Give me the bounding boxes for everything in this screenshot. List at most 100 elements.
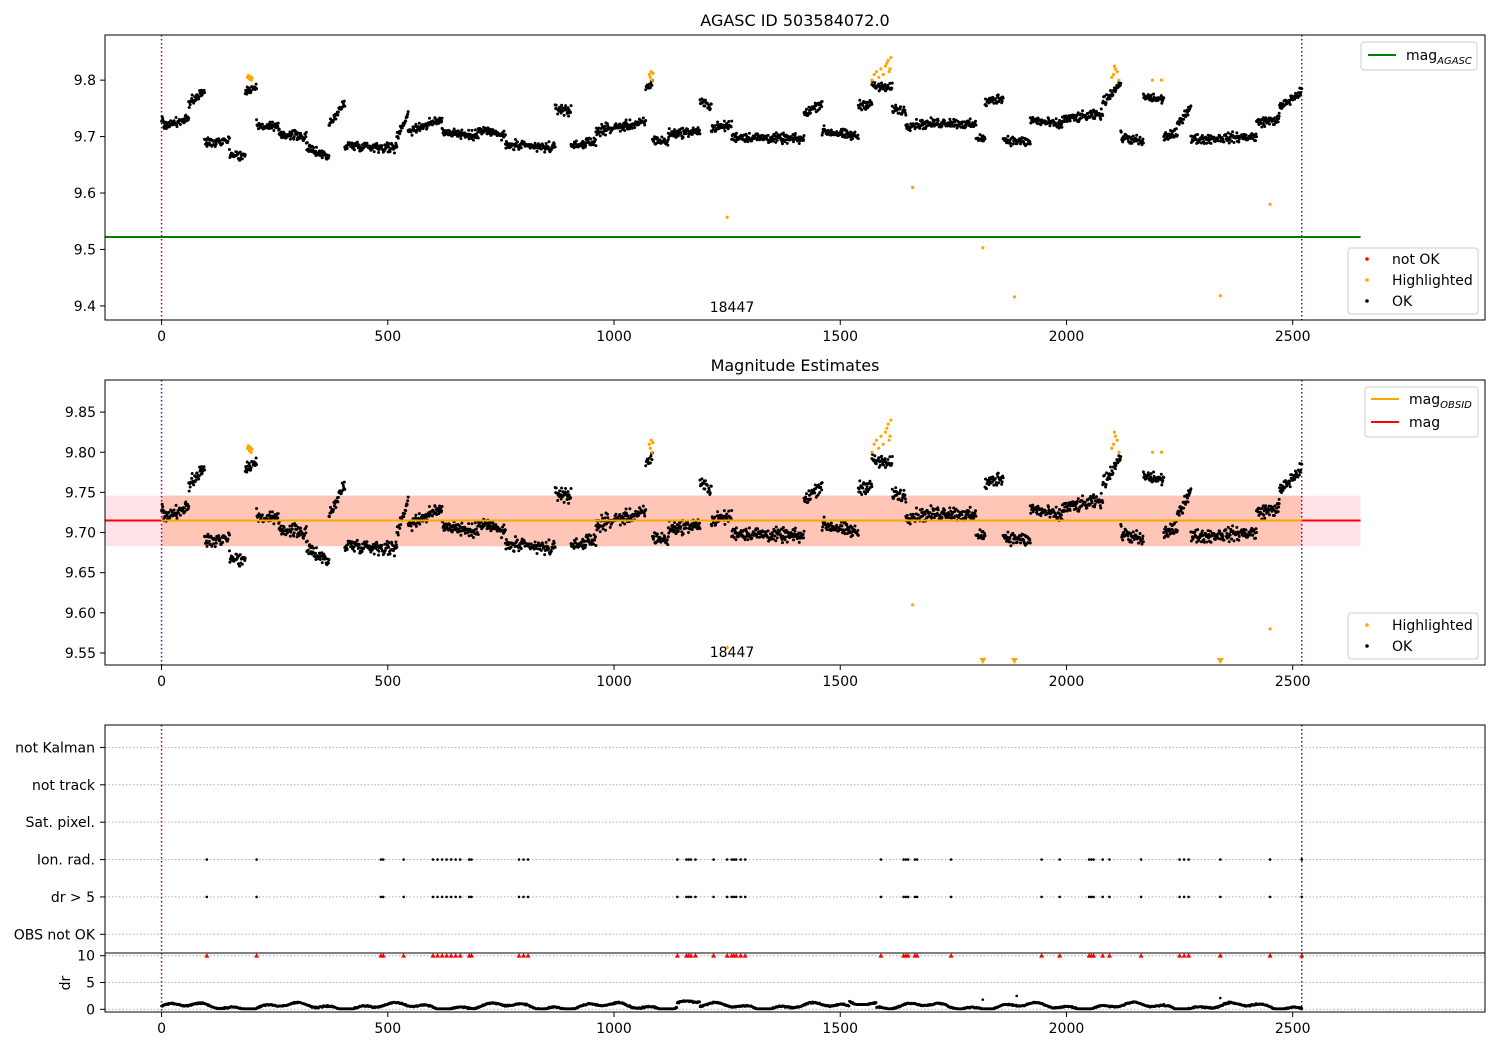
ok-point: [184, 500, 188, 504]
ok-point: [916, 122, 920, 126]
ok-point: [1288, 102, 1292, 106]
ok-point: [584, 543, 588, 547]
ok-point: [843, 135, 847, 139]
ok-point: [1056, 515, 1060, 519]
ok-point: [698, 132, 702, 136]
ok-point: [267, 513, 271, 517]
ok-point: [1167, 527, 1171, 531]
ok-point: [403, 512, 407, 516]
ok-point: [313, 555, 317, 559]
ok-point: [880, 454, 884, 458]
ok-point: [679, 525, 683, 529]
ok-point: [624, 514, 628, 518]
ok-point: [1008, 139, 1012, 143]
ok-point: [301, 536, 305, 540]
ok-point: [1202, 538, 1206, 542]
ok-point: [304, 525, 308, 529]
ok-point: [1152, 470, 1156, 474]
ok-point: [932, 516, 936, 520]
ok-point: [1064, 501, 1068, 505]
ok-point: [644, 464, 648, 468]
ok-point: [513, 535, 517, 539]
ok-point: [996, 471, 1000, 475]
ok-point: [1048, 515, 1052, 519]
ok-point: [808, 497, 812, 501]
ok-point: [1135, 529, 1139, 533]
ok-point: [694, 521, 698, 525]
ok-point: [940, 515, 944, 519]
ok-point: [1094, 109, 1098, 113]
ok-point: [709, 484, 713, 488]
ok-point: [178, 513, 182, 517]
ok-point: [294, 524, 298, 528]
ok-point: [255, 507, 259, 511]
ok-point: [1101, 113, 1105, 117]
highlighted-point: [650, 450, 654, 454]
ok-point: [1135, 133, 1139, 137]
ok-point: [213, 144, 217, 148]
highlighted-point: [879, 434, 883, 438]
legend-label: mag: [1409, 415, 1440, 431]
ok-point: [566, 106, 570, 110]
ok-point: [255, 463, 259, 467]
ok-point: [446, 528, 450, 532]
ok-point: [584, 143, 588, 147]
ok-point: [567, 493, 571, 497]
ok-point: [1141, 534, 1145, 538]
ok-point: [807, 105, 811, 109]
ok-point: [707, 486, 711, 490]
ok-point: [902, 488, 906, 492]
ok-point: [205, 541, 209, 545]
highlighted-point: [888, 67, 892, 71]
x-tick-label: 500: [374, 329, 401, 345]
ok-point: [1130, 141, 1134, 145]
ok-point: [858, 479, 862, 483]
ok-point: [205, 544, 209, 548]
ok-point: [904, 113, 908, 117]
x-tick-label: 500: [374, 674, 401, 690]
ok-point: [414, 122, 418, 126]
y-tick-label: 9.4: [74, 299, 96, 315]
ok-point: [753, 532, 757, 536]
ok-point: [197, 474, 201, 478]
highlighted-point: [1117, 78, 1121, 82]
ok-point: [822, 124, 826, 128]
ok-point: [1170, 528, 1174, 532]
ok-point: [290, 132, 294, 136]
ok-point: [955, 126, 959, 130]
ok-point: [1237, 534, 1241, 538]
ok-point: [569, 104, 573, 108]
ok-point: [371, 547, 375, 551]
ok-point: [160, 502, 164, 506]
ok-point: [630, 126, 634, 130]
flag-point: [205, 895, 209, 899]
ok-point: [778, 529, 782, 533]
ok-point: [1237, 137, 1241, 141]
ok-point: [1119, 455, 1123, 459]
ok-point: [899, 105, 903, 109]
ok-point: [207, 539, 211, 543]
ok-point: [187, 116, 191, 120]
legend-subscript: OBSID: [1440, 400, 1472, 411]
ok-point: [404, 509, 408, 513]
ok-point: [1200, 529, 1204, 533]
ok-point: [1088, 502, 1092, 506]
ok-point: [614, 122, 618, 126]
ok-point: [726, 127, 730, 131]
ok-point: [850, 530, 854, 534]
ok-point: [614, 512, 618, 516]
ok-point: [1263, 516, 1267, 520]
ok-point: [773, 137, 777, 141]
ok-point: [774, 131, 778, 135]
ok-point: [698, 527, 702, 531]
ok-point: [172, 508, 176, 512]
ok-point: [996, 475, 1000, 479]
ok-point: [1006, 530, 1010, 534]
ok-point: [593, 535, 597, 539]
ok-point: [372, 552, 376, 556]
ok-point: [190, 476, 194, 480]
ok-point: [974, 514, 978, 518]
